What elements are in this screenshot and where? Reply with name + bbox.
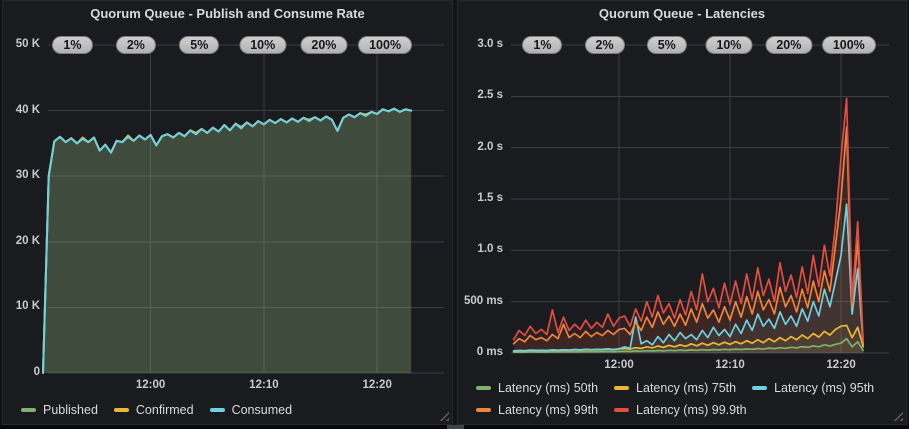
legend-item-latency-ms-99-9th[interactable]: Latency (ms) 99.9th bbox=[614, 399, 747, 420]
legend-label: Latency (ms) 99th bbox=[498, 402, 599, 417]
legend-item-latency-ms-95th[interactable]: Latency (ms) 95th bbox=[752, 377, 874, 398]
panel-title-publish-consume[interactable]: Quorum Queue - Publish and Consume Rate bbox=[90, 6, 365, 21]
annotation-marker-100[interactable]: 100% bbox=[358, 36, 413, 54]
y-axis-tick-label: 1.0 s bbox=[477, 243, 503, 256]
series-line-latency-ms-99-9th bbox=[512, 97, 865, 343]
x-axis-tick-label: 12:20 bbox=[362, 379, 392, 391]
legend-label: Latency (ms) 75th bbox=[636, 380, 737, 395]
x-axis-tick-label: 12:00 bbox=[135, 379, 166, 391]
chart-canvas[interactable] bbox=[3, 1, 452, 424]
legend-label: Consumed bbox=[231, 402, 293, 417]
y-axis-tick-label: 1.5 s bbox=[477, 192, 503, 204]
y-axis-tick-label: 2.0 s bbox=[477, 140, 503, 153]
series-line-latency-ms-99th bbox=[512, 126, 865, 345]
series-area-latency-ms-95th bbox=[513, 204, 864, 353]
series-area-latency-ms-99th bbox=[513, 127, 864, 353]
annotation-marker-100[interactable]: 100% bbox=[821, 36, 876, 54]
legend-item-latency-ms-50th[interactable]: Latency (ms) 50th bbox=[476, 377, 598, 398]
y-axis-tick-label: 2.5 s bbox=[477, 89, 503, 102]
legend-label: Published bbox=[43, 402, 98, 417]
legend-item-consumed[interactable]: Consumed bbox=[209, 399, 293, 420]
legend-swatch-icon bbox=[476, 407, 491, 412]
legend-label: Confirmed bbox=[135, 402, 194, 417]
legend-item-published[interactable]: Published bbox=[21, 399, 98, 420]
y-axis-tick-label: 0 bbox=[33, 366, 40, 378]
annotation-marker-2[interactable]: 2% bbox=[584, 36, 625, 54]
panel-resize-handle-icon[interactable] bbox=[439, 411, 449, 421]
annotation-marker-2[interactable]: 2% bbox=[115, 36, 156, 54]
legend-swatch-icon bbox=[21, 407, 36, 412]
legend-swatch-icon bbox=[113, 407, 129, 412]
legend-swatch-icon bbox=[614, 407, 630, 412]
chart-legend: Published Confirmed Consumed bbox=[21, 399, 438, 420]
y-axis-tick-label: 50 K bbox=[15, 38, 40, 50]
y-axis-tick-label: 40 K bbox=[15, 103, 40, 116]
series-area-confirmed bbox=[43, 108, 412, 373]
series-line-latency-ms-95th bbox=[512, 203, 865, 352]
y-axis-tick-label: 3.0 s bbox=[477, 38, 503, 50]
legend-label: Latency (ms) 50th bbox=[498, 380, 599, 395]
legend-label: Latency (ms) 99.9th bbox=[636, 402, 747, 417]
legend-item-confirmed[interactable]: Confirmed bbox=[113, 399, 194, 420]
y-axis-tick-label: 0 ms bbox=[476, 346, 503, 358]
x-axis-tick-label: 12:10 bbox=[715, 359, 745, 371]
legend-swatch-icon bbox=[209, 407, 225, 412]
chart-legend: Latency (ms) 50th Latency (ms) 75th Latenc… bbox=[476, 377, 892, 420]
scrollbar-thumb[interactable] bbox=[447, 425, 464, 429]
y-axis-tick-label: 30 K bbox=[15, 169, 40, 182]
y-axis-tick-label: 10 K bbox=[15, 300, 40, 313]
panel-title-latencies[interactable]: Quorum Queue - Latencies bbox=[598, 6, 766, 21]
annotation-marker-1[interactable]: 1% bbox=[522, 36, 563, 54]
series-area-consumed bbox=[43, 108, 412, 373]
window-bottom-edge bbox=[0, 425, 909, 429]
chart-canvas[interactable] bbox=[458, 1, 906, 424]
x-axis-tick-label: 12:20 bbox=[826, 359, 856, 371]
legend-item-latency-ms-75th[interactable]: Latency (ms) 75th bbox=[614, 377, 736, 398]
panel-latencies: Quorum Queue - Latencies Latency (ms) 50… bbox=[457, 0, 907, 425]
annotation-marker-5[interactable]: 5% bbox=[179, 36, 220, 54]
series-line-latency-ms-50th bbox=[512, 337, 865, 354]
y-axis-tick-label: 20 K bbox=[15, 234, 40, 247]
annotation-marker-1[interactable]: 1% bbox=[52, 36, 93, 54]
annotation-marker-20[interactable]: 20% bbox=[300, 36, 348, 54]
annotation-marker-5[interactable]: 5% bbox=[646, 36, 687, 54]
legend-label: Latency (ms) 95th bbox=[774, 380, 875, 395]
legend-swatch-icon bbox=[752, 385, 768, 390]
annotation-marker-10[interactable]: 10% bbox=[239, 36, 287, 54]
panel-resize-handle-icon[interactable] bbox=[893, 411, 903, 421]
panel-publish-consume-rate: Quorum Queue - Publish and Consume Rate … bbox=[2, 0, 453, 425]
annotation-marker-10[interactable]: 10% bbox=[705, 36, 753, 54]
x-axis-tick-label: 12:10 bbox=[249, 379, 279, 391]
legend-item-latency-ms-99th[interactable]: Latency (ms) 99th bbox=[476, 399, 598, 420]
x-axis-tick-label: 12:00 bbox=[604, 359, 634, 371]
series-area-published bbox=[43, 108, 412, 373]
legend-swatch-icon bbox=[476, 385, 491, 390]
series-area-latency-ms-75th bbox=[513, 325, 864, 353]
series-area-latency-ms-50th bbox=[513, 338, 864, 353]
y-axis-tick-label: 500 ms bbox=[463, 294, 503, 307]
series-line-consumed bbox=[42, 107, 413, 374]
annotation-marker-20[interactable]: 20% bbox=[765, 36, 813, 54]
legend-swatch-icon bbox=[614, 385, 630, 390]
